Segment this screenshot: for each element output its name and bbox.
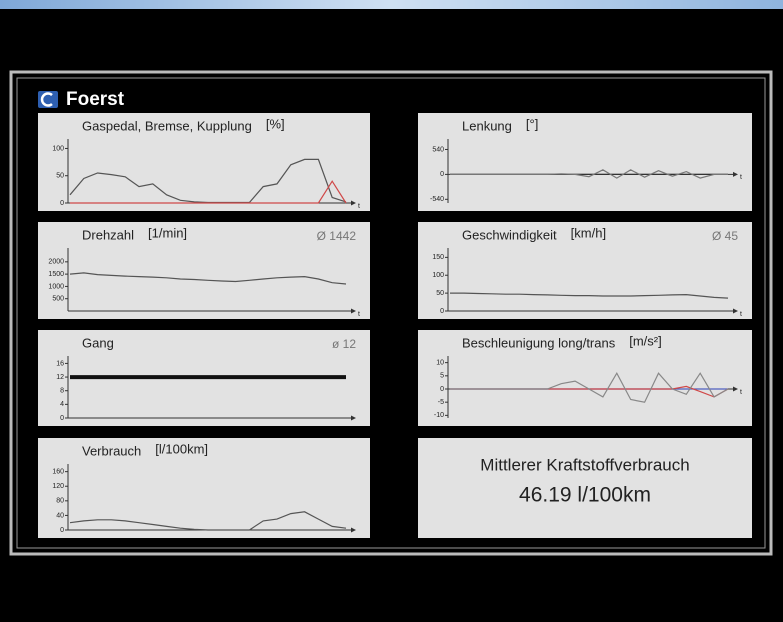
- unit-label: [1/min]: [148, 225, 187, 240]
- y-tick-label: 0: [60, 415, 64, 422]
- series-line: [70, 180, 347, 204]
- unit-label: [%]: [266, 116, 285, 131]
- chart-title: Verbrauch: [82, 443, 141, 458]
- series-line: [450, 292, 729, 299]
- x-axis-arrow: [351, 200, 356, 206]
- series-line: [450, 371, 729, 403]
- chart-title: Beschleunigung long/trans: [462, 335, 616, 350]
- y-tick-label: -540: [430, 196, 444, 203]
- y-tick-label: 8: [60, 388, 64, 395]
- y-tick-label: -5: [438, 399, 444, 406]
- chart-title: Drehzahl: [82, 227, 134, 242]
- y-tick-label: 100: [432, 272, 444, 279]
- x-axis-arrow: [733, 171, 738, 177]
- average-label: Ø 1442: [317, 229, 357, 243]
- chart-panel: Beschleunigung long/trans [m/s²] -10 -5 0 5 10…: [418, 330, 752, 426]
- unit-label: [km/h]: [571, 225, 606, 240]
- panel-background: [38, 222, 370, 319]
- unit-label: [°]: [526, 116, 538, 131]
- y-tick-label: 16: [56, 360, 64, 367]
- y-tick-label: 1500: [48, 271, 64, 278]
- chart-title: Lenkung: [462, 118, 512, 133]
- chart-title: Gang: [82, 335, 114, 350]
- y-tick-label: 80: [56, 498, 64, 505]
- x-axis-arrow: [351, 308, 356, 314]
- panel-background: [38, 438, 370, 538]
- y-tick-label: 50: [436, 290, 444, 297]
- summary-value: 46.19 l/100km: [519, 484, 651, 507]
- panel-background: [418, 222, 752, 319]
- y-tick-label: 500: [52, 296, 64, 303]
- average-label: ø 12: [332, 337, 356, 351]
- x-axis-label: t: [740, 174, 742, 181]
- y-tick-label: 150: [432, 254, 444, 261]
- x-axis-label: t: [740, 389, 742, 396]
- y-tick-label: 540: [432, 146, 444, 153]
- y-tick-label: 50: [56, 173, 64, 180]
- series-line: [69, 272, 347, 285]
- x-axis-label: t: [740, 311, 742, 318]
- y-tick-label: 5: [440, 373, 444, 380]
- y-tick-label: -10: [434, 412, 444, 419]
- y-tick-label: 100: [52, 145, 64, 152]
- y-tick-label: 10: [436, 359, 444, 366]
- top-band: [0, 0, 783, 9]
- x-axis-arrow: [733, 308, 738, 314]
- y-tick-label: 0: [440, 171, 444, 178]
- chart-title: Gaspedal, Bremse, Kupplung: [82, 118, 252, 133]
- x-axis-arrow: [351, 527, 356, 533]
- x-axis-label: t: [358, 203, 360, 210]
- series-line: [69, 511, 347, 531]
- chart-panel: Gaspedal, Bremse, Kupplung [%] 0 50 100 t: [38, 113, 370, 211]
- x-axis-arrow: [733, 386, 738, 392]
- chart-title: Geschwindigkeit: [462, 227, 557, 242]
- y-tick-label: 12: [56, 374, 64, 381]
- header-title: Foerst: [66, 89, 125, 110]
- x-axis-label: t: [358, 311, 360, 318]
- summary-panel: [418, 438, 752, 538]
- chart-panel: Gang ø 12 0 4 8 12 16: [38, 330, 370, 426]
- average-label: Ø 45: [712, 229, 738, 243]
- y-tick-label: 120: [52, 483, 64, 490]
- y-tick-label: 4: [60, 401, 64, 408]
- charts: Gaspedal, Bremse, Kupplung [%]050100tLenk…: [38, 113, 752, 538]
- y-tick-label: 2000: [48, 259, 64, 266]
- unit-label: [l/100km]: [155, 441, 208, 456]
- panel-background: [418, 113, 752, 211]
- panel-background: [38, 113, 370, 211]
- x-axis-arrow: [351, 415, 356, 421]
- chart-panel: Lenkung [°] -540 0 540 t: [418, 113, 752, 211]
- y-tick-label: 0: [440, 308, 444, 315]
- series-line: [450, 169, 728, 179]
- y-tick-label: 1000: [48, 283, 64, 290]
- chart-panel: Geschwindigkeit [km/h] Ø 45 0 50 100 150 t: [418, 222, 752, 319]
- chart-panel: Drehzahl [1/min] Ø 1442 500 1000 1500 2000 t: [38, 222, 370, 319]
- chart-panel: Verbrauch [l/100km] 0 40 80 120 160: [38, 438, 370, 538]
- logo-mark: [40, 92, 53, 107]
- y-tick-label: 0: [60, 200, 64, 207]
- summary-label: Mittlerer Kraftstoffverbrauch: [480, 455, 689, 474]
- y-tick-label: 0: [60, 527, 64, 534]
- unit-label: [m/s²]: [629, 333, 662, 348]
- y-tick-label: 40: [56, 512, 64, 519]
- y-tick-label: 0: [440, 386, 444, 393]
- y-tick-label: 160: [52, 468, 64, 475]
